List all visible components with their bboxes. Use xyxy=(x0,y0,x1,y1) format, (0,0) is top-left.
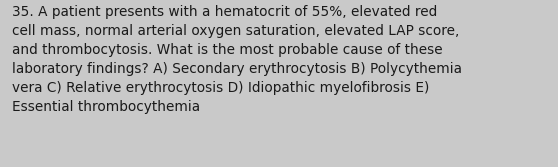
Text: 35. A patient presents with a hematocrit of 55%, elevated red
cell mass, normal : 35. A patient presents with a hematocrit… xyxy=(12,5,462,114)
